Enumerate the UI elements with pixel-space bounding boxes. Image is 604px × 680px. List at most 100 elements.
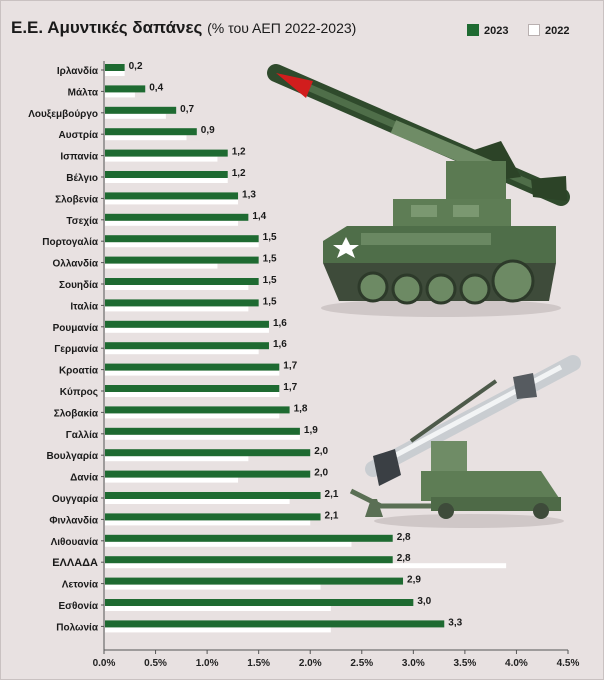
weapon-illustrations <box>267 64 581 528</box>
bar-2023 <box>105 171 228 178</box>
bar-2022 <box>105 327 269 333</box>
category-label: Πολωνία <box>56 622 99 633</box>
bar-2023 <box>105 256 259 264</box>
bar-2022 <box>105 178 228 183</box>
bar-2023 <box>105 577 404 585</box>
bar-2023 <box>105 192 239 200</box>
category-label: Γερμανία <box>54 344 99 355</box>
data-label-2023: 3,0 <box>417 596 431 607</box>
category-label: Λετονία <box>62 580 99 591</box>
missile-launcher-tank-illustration <box>267 64 570 317</box>
category-labels: Ιρλανδία Μάλτα Λουξεμβούργο Αυστρία Ισπανία Β… <box>28 66 104 633</box>
x-tick-label: 1.5% <box>247 658 270 669</box>
data-label-2023: 0,4 <box>149 82 163 93</box>
x-tick-label: 0.5% <box>144 658 167 669</box>
category-label: Πορτογαλία <box>42 237 99 248</box>
bar-2022 <box>105 392 280 397</box>
bar-2023 <box>105 278 259 285</box>
x-tick-label: 1.0% <box>196 658 219 669</box>
bar-2022 <box>105 413 280 419</box>
bar-2022 <box>105 606 331 611</box>
bar-2023 <box>105 492 321 499</box>
bar-2022 <box>105 135 187 141</box>
x-tick-label: 4.5% <box>557 658 580 669</box>
bar-2022 <box>105 499 290 504</box>
missile-launcher-trailer-illustration <box>349 355 581 528</box>
category-label-highlight: ΕΛΛΑΔΑ <box>52 557 98 569</box>
data-label-2023: 1,5 <box>263 275 277 286</box>
data-label-2023: 3,3 <box>448 617 462 628</box>
data-label-2023: 1,8 <box>294 403 308 414</box>
data-label-2023: 2,8 <box>397 553 411 564</box>
bar-2023 <box>105 406 290 414</box>
data-label-2023: 2,0 <box>314 446 328 457</box>
x-tick-label: 4.0% <box>505 658 528 669</box>
bar-2022 <box>105 71 125 76</box>
data-label-2023: 1,7 <box>283 382 297 393</box>
data-label-2023: 1,3 <box>242 189 256 200</box>
x-tick-label: 3.0% <box>402 658 425 669</box>
category-label: Ισπανία <box>60 152 98 163</box>
data-label-2023: 2,0 <box>314 468 328 479</box>
bar-2023 <box>105 385 280 392</box>
bar-2022 <box>105 520 311 526</box>
bar-2023 <box>105 342 269 350</box>
category-label: Ολλανδία <box>53 259 99 270</box>
data-label-2023: 1,5 <box>263 232 277 243</box>
data-label-2023: 1,6 <box>273 318 287 329</box>
data-label-2023: 1,7 <box>283 361 297 372</box>
category-label: Εσθονία <box>58 601 98 612</box>
bar-2023 <box>105 149 228 157</box>
bar-2022 <box>105 434 300 440</box>
data-label-2023: 0,9 <box>201 125 215 136</box>
x-tick-label: 0.0% <box>93 658 116 669</box>
x-tick-label: 2.0% <box>299 658 322 669</box>
legend-item-2022: 2022 <box>528 24 569 37</box>
chart-title-text: Ε.Ε. Αμυντικές δαπάνες <box>11 18 203 37</box>
bar-2023 <box>105 470 311 478</box>
bar-2023 <box>105 128 197 136</box>
data-label-2023: 2,8 <box>397 532 411 543</box>
category-label: Λιθουανία <box>51 537 99 548</box>
bar-2022 <box>105 306 249 312</box>
data-label-2023: 1,5 <box>263 296 277 307</box>
bar-2022 <box>105 563 507 569</box>
data-label-2023: 0,2 <box>129 61 143 72</box>
category-label: Κροατία <box>59 366 99 377</box>
data-label-2023: 2,1 <box>325 489 339 500</box>
bar-2022 <box>105 199 239 205</box>
category-label: Μάλτα <box>68 87 99 98</box>
data-label-2023: 1,4 <box>252 211 266 222</box>
category-label: Αυστρία <box>59 130 99 141</box>
category-label: Βουλγαρία <box>46 451 98 462</box>
bar-2023 <box>105 599 414 606</box>
bar-2023 <box>105 213 249 221</box>
bar-2023 <box>105 85 146 93</box>
bar-2023 <box>105 106 177 114</box>
category-label: Κύπρος <box>60 387 98 398</box>
data-label-2023: 1,5 <box>263 254 277 265</box>
bar-2023 <box>105 620 445 628</box>
category-label: Λουξεμβούργο <box>28 109 98 120</box>
bars: 0,2 0,4 0,7 0,9 1,2 1,2 1,3 1,4 1,5 1,5 1,5 1,5 1,6 1… <box>105 61 507 633</box>
bar-2022 <box>105 156 218 162</box>
data-label-2023: 1,2 <box>232 147 246 158</box>
bar-2023 <box>105 363 280 371</box>
legend-item-2023: 2023 <box>467 24 508 37</box>
bar-2022 <box>105 113 166 119</box>
bar-2022 <box>105 584 321 590</box>
x-tick-label: 2.5% <box>350 658 373 669</box>
bar-2022 <box>105 477 239 483</box>
category-label: Ουγγαρία <box>52 494 99 505</box>
data-label-2023: 1,9 <box>304 425 318 436</box>
bar-2023 <box>105 235 259 243</box>
x-axis: 0.0% 0.5% 1.0% 1.5% 2.0% 2.5% 3.0% 3.5% 4.0% 4.5% <box>93 61 580 669</box>
legend-label-2022: 2022 <box>545 25 570 37</box>
bar-2022 <box>105 370 280 376</box>
bar-2022 <box>105 541 352 547</box>
bar-2022 <box>105 456 249 462</box>
bar-2023 <box>105 449 311 457</box>
category-label: Γαλλία <box>66 430 99 441</box>
